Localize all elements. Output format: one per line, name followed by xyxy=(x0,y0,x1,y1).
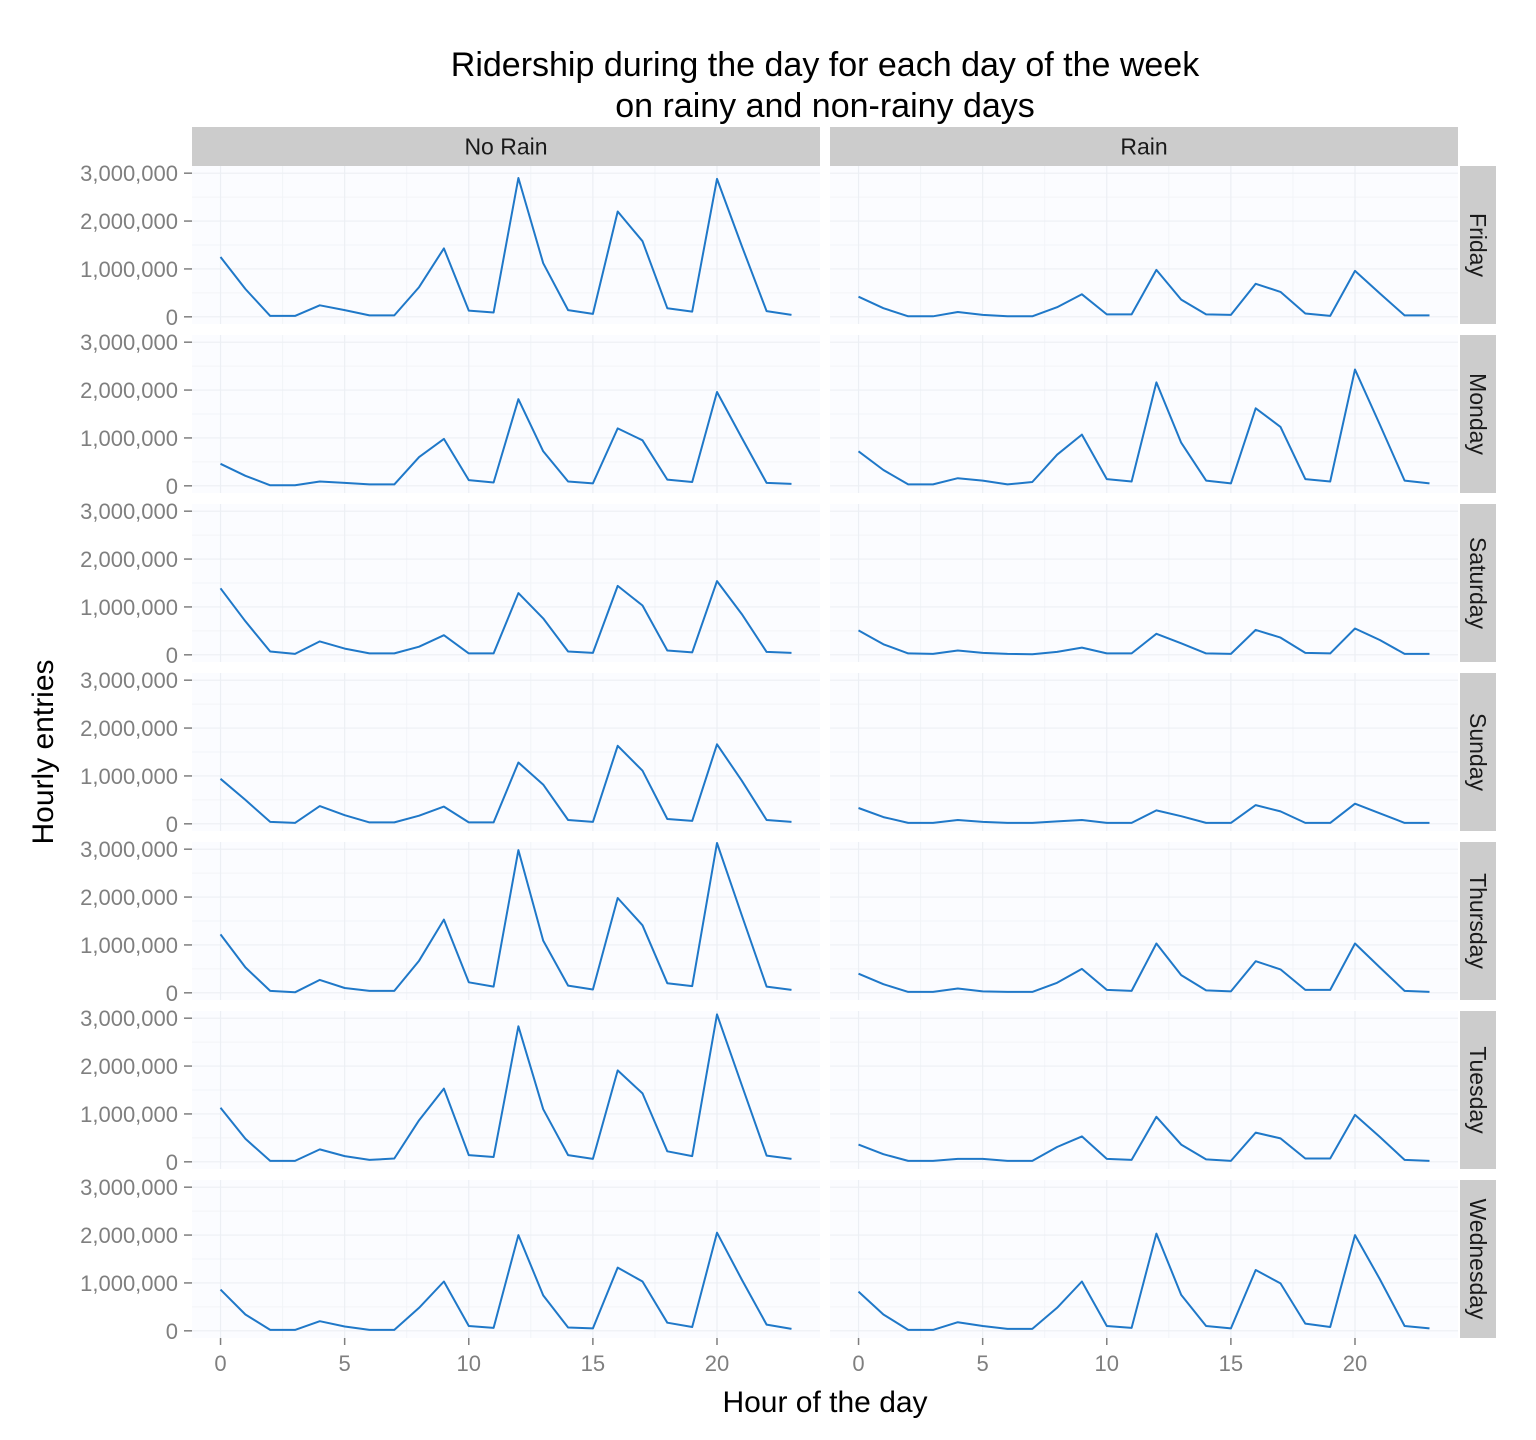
series-line xyxy=(857,1232,1430,1331)
y-tick-label: 2,000,000 xyxy=(80,378,178,403)
x-tick-label: 0 xyxy=(214,1351,226,1376)
x-tick-label: 5 xyxy=(977,1351,989,1376)
row-strip-label: Saturday xyxy=(1465,537,1491,630)
y-tick-label: 0 xyxy=(166,1150,178,1175)
panel xyxy=(192,335,820,493)
y-tick-label: 3,000,000 xyxy=(80,837,178,862)
panel xyxy=(192,1011,820,1169)
y-tick-label: 2,000,000 xyxy=(80,885,178,910)
series-line xyxy=(219,1231,792,1331)
y-tick-label: 2,000,000 xyxy=(80,1054,178,1079)
y-tick-label: 0 xyxy=(166,1319,178,1344)
row-strip xyxy=(1460,166,1496,324)
x-tick-label: 5 xyxy=(339,1351,351,1376)
y-tick-label: 1,000,000 xyxy=(80,933,178,958)
panel xyxy=(830,166,1458,324)
x-tick-label: 15 xyxy=(1219,1351,1243,1376)
row-strip-label: Monday xyxy=(1465,373,1491,455)
y-tick-label: 3,000,000 xyxy=(80,668,178,693)
y-tick-label: 3,000,000 xyxy=(80,1006,178,1031)
y-tick-label: 1,000,000 xyxy=(80,595,178,620)
row-strip-label: Sunday xyxy=(1465,713,1491,792)
series-line xyxy=(219,842,792,994)
series-line xyxy=(858,627,1430,656)
panel xyxy=(192,1180,820,1338)
chart-title-line-2: on rainy and non-rainy days xyxy=(615,87,1035,125)
panel xyxy=(830,1180,1458,1338)
y-tick-label: 2,000,000 xyxy=(80,716,178,741)
y-tick-label: 1,000,000 xyxy=(80,1102,178,1127)
series-line xyxy=(857,368,1430,486)
y-tick-label: 2,000,000 xyxy=(80,1223,178,1248)
y-axis-title: Hourly entries xyxy=(27,659,60,844)
column-strip-label: Rain xyxy=(1120,134,1167,160)
series-line xyxy=(858,802,1430,824)
panel xyxy=(830,842,1458,1000)
y-tick-label: 2,000,000 xyxy=(80,547,178,572)
x-tick-label: 20 xyxy=(705,1351,729,1376)
y-tick-label: 1,000,000 xyxy=(80,426,178,451)
y-tick-label: 3,000,000 xyxy=(80,330,178,355)
x-tick-label: 10 xyxy=(457,1351,481,1376)
row-strip-label: Tuesday xyxy=(1465,1046,1491,1134)
row-strip-label: Friday xyxy=(1465,213,1491,277)
row-strip xyxy=(1460,1011,1496,1169)
row-strip xyxy=(1460,1180,1496,1338)
row-strip-label: Wednesday xyxy=(1465,1198,1491,1320)
series-line xyxy=(219,580,792,655)
column-strip-label: No Rain xyxy=(464,134,547,160)
chart-title-line-1: Ridership during the day for each day of… xyxy=(451,46,1200,84)
y-tick-label: 1,000,000 xyxy=(80,764,178,789)
panel xyxy=(192,504,820,662)
y-tick-label: 0 xyxy=(166,643,178,668)
x-tick-label: 0 xyxy=(852,1351,864,1376)
y-tick-label: 0 xyxy=(166,474,178,499)
series-line xyxy=(858,942,1430,993)
panel xyxy=(830,504,1458,662)
row-strip xyxy=(1460,335,1496,493)
column-strip xyxy=(830,127,1458,166)
series-line xyxy=(858,1113,1430,1162)
panel xyxy=(192,166,820,324)
panel xyxy=(192,673,820,831)
x-tick-label: 10 xyxy=(1095,1351,1119,1376)
x-tick-label: 20 xyxy=(1343,1351,1367,1376)
panels-layer: No Rain Rain Friday Monday Saturday Sunday Thu… xyxy=(80,127,1496,1376)
series-line xyxy=(220,391,792,487)
panel xyxy=(830,1011,1458,1169)
y-tick-label: 2,000,000 xyxy=(80,209,178,234)
series-line xyxy=(219,177,792,317)
row-strip xyxy=(1460,504,1496,662)
series-line xyxy=(219,1013,792,1162)
panel xyxy=(192,842,820,1000)
y-tick-label: 1,000,000 xyxy=(80,1271,178,1296)
row-strip-label: Thursday xyxy=(1465,873,1491,969)
series-line xyxy=(219,743,792,824)
row-strip xyxy=(1460,842,1496,1000)
column-strip xyxy=(192,127,820,166)
y-tick-label: 3,000,000 xyxy=(80,161,178,186)
y-tick-label: 0 xyxy=(166,305,178,330)
y-tick-label: 3,000,000 xyxy=(80,499,178,524)
series-line xyxy=(858,268,1430,318)
y-tick-label: 0 xyxy=(166,981,178,1006)
y-tick-label: 0 xyxy=(166,812,178,837)
panel xyxy=(830,335,1458,493)
x-axis-title: Hour of the day xyxy=(722,1386,927,1419)
y-tick-label: 3,000,000 xyxy=(80,1175,178,1200)
x-tick-label: 15 xyxy=(581,1351,605,1376)
panel xyxy=(830,673,1458,831)
y-tick-label: 1,000,000 xyxy=(80,257,178,282)
row-strip xyxy=(1460,673,1496,831)
